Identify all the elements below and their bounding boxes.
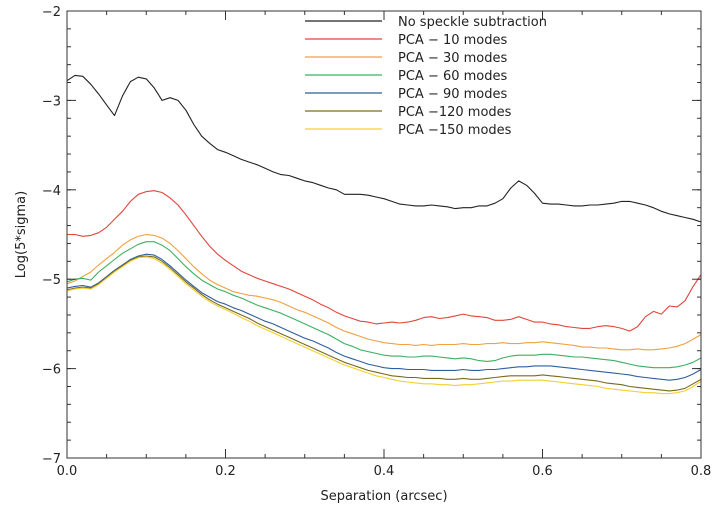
y-tick-label: −7 [42, 452, 61, 467]
y-tick-label: −6 [42, 363, 61, 378]
series-line-3 [67, 242, 701, 368]
series-line-4 [67, 254, 701, 380]
series-line-2 [67, 235, 701, 350]
legend-label-4: PCA − 90 modes [398, 87, 508, 102]
x-tick-label: 0.8 [691, 464, 712, 479]
legend-label-6: PCA −150 modes [398, 123, 512, 138]
legend-label-1: PCA − 10 modes [398, 33, 508, 48]
y-tick-label: −5 [42, 273, 61, 288]
legend-label-0: No speckle subtraction [398, 15, 547, 30]
series-line-0 [67, 75, 701, 222]
x-axis-title: Separation (arcsec) [320, 489, 447, 504]
legend-label-2: PCA − 30 modes [398, 51, 508, 66]
legend-label-5: PCA −120 modes [398, 105, 512, 120]
x-tick-label: 0.4 [374, 464, 395, 479]
y-tick-label: −3 [42, 94, 61, 109]
y-axis-title: Log(5*sigma) [14, 191, 29, 278]
ticks-layer: 0.0 0.2 0.4 0.6 0.8−7−6−5−4−3−2 [42, 5, 712, 479]
y-tick-label: −2 [42, 5, 61, 20]
x-tick-label: 0.2 [215, 464, 236, 479]
series-layer [67, 75, 701, 393]
legend: No speckle subtraction PCA − 10 modes PCA … [305, 15, 547, 138]
plot-frame [67, 11, 701, 458]
x-tick-label: 0.6 [532, 464, 553, 479]
y-tick-label: −4 [42, 184, 61, 199]
legend-label-3: PCA − 60 modes [398, 69, 508, 84]
